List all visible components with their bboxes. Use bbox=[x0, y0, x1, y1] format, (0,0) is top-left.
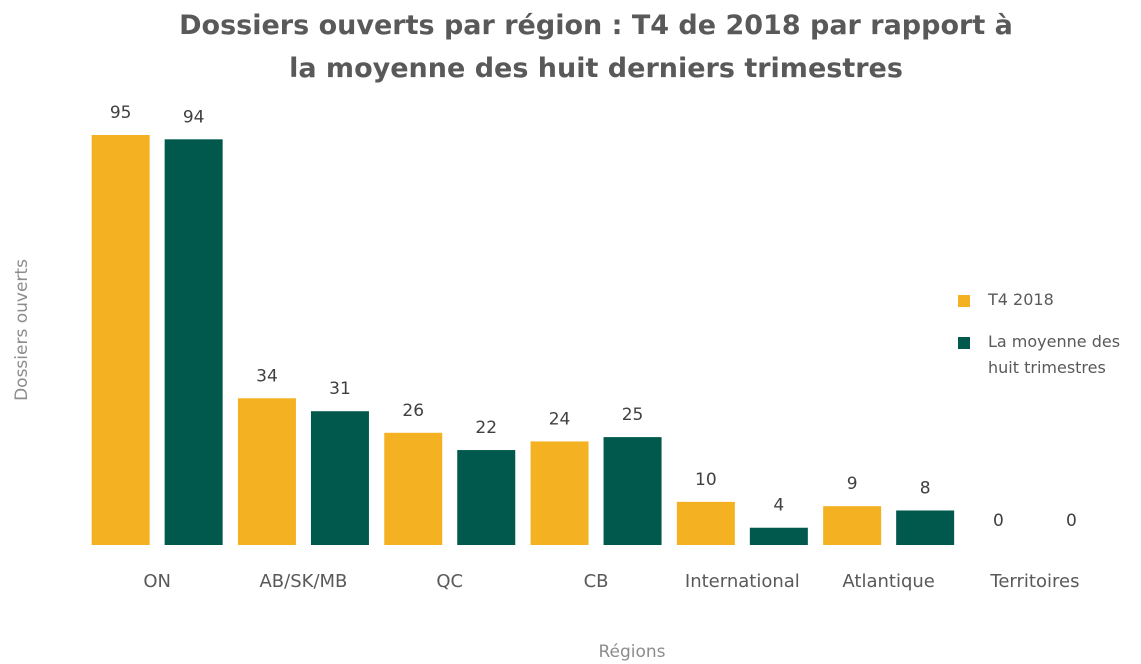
x-tick-label: Territoires bbox=[989, 571, 1079, 592]
legend-item: La moyenne des huit trimestres bbox=[958, 329, 1141, 381]
bar bbox=[164, 139, 223, 545]
value-label: 4 bbox=[773, 496, 784, 516]
value-label: 26 bbox=[402, 401, 424, 421]
legend-item: T4 2018 bbox=[958, 287, 1141, 313]
x-tick-label: Atlantique bbox=[842, 571, 934, 592]
value-label: 0 bbox=[1066, 511, 1077, 531]
x-axis-label: Régions bbox=[598, 642, 665, 662]
bar bbox=[384, 432, 443, 545]
legend-swatch bbox=[958, 295, 970, 307]
x-tick-label: International bbox=[685, 571, 800, 592]
legend-swatch bbox=[958, 337, 970, 349]
legend-label: T4 2018 bbox=[988, 290, 1054, 309]
value-label: 94 bbox=[183, 107, 205, 127]
bar bbox=[530, 441, 589, 545]
y-axis-label: Dossiers ouverts bbox=[12, 259, 32, 401]
bar bbox=[91, 135, 150, 545]
value-label: 10 bbox=[695, 470, 717, 490]
x-tick-label: ON bbox=[143, 571, 171, 592]
legend-label: La moyenne des huit trimestres bbox=[988, 332, 1121, 377]
bar bbox=[749, 527, 808, 545]
x-tick-label: QC bbox=[436, 571, 463, 592]
value-label: 22 bbox=[475, 418, 497, 438]
value-label: 25 bbox=[622, 405, 644, 425]
bar bbox=[457, 450, 516, 545]
bar bbox=[896, 510, 955, 545]
value-label: 24 bbox=[549, 409, 571, 429]
bar bbox=[823, 506, 882, 545]
value-label: 95 bbox=[110, 103, 132, 123]
bar bbox=[237, 398, 296, 545]
x-tick-label: AB/SK/MB bbox=[259, 571, 347, 592]
bar bbox=[676, 501, 735, 545]
value-label: 34 bbox=[256, 366, 278, 386]
value-label: 31 bbox=[329, 379, 351, 399]
value-label: 9 bbox=[847, 474, 858, 494]
x-tick-label: CB bbox=[584, 571, 609, 592]
bar bbox=[310, 411, 369, 545]
chart-title: Dossiers ouverts par région : T4 de 2018… bbox=[179, 10, 1013, 84]
bar bbox=[603, 437, 662, 545]
value-label: 8 bbox=[920, 478, 931, 498]
value-label: 0 bbox=[993, 511, 1004, 531]
